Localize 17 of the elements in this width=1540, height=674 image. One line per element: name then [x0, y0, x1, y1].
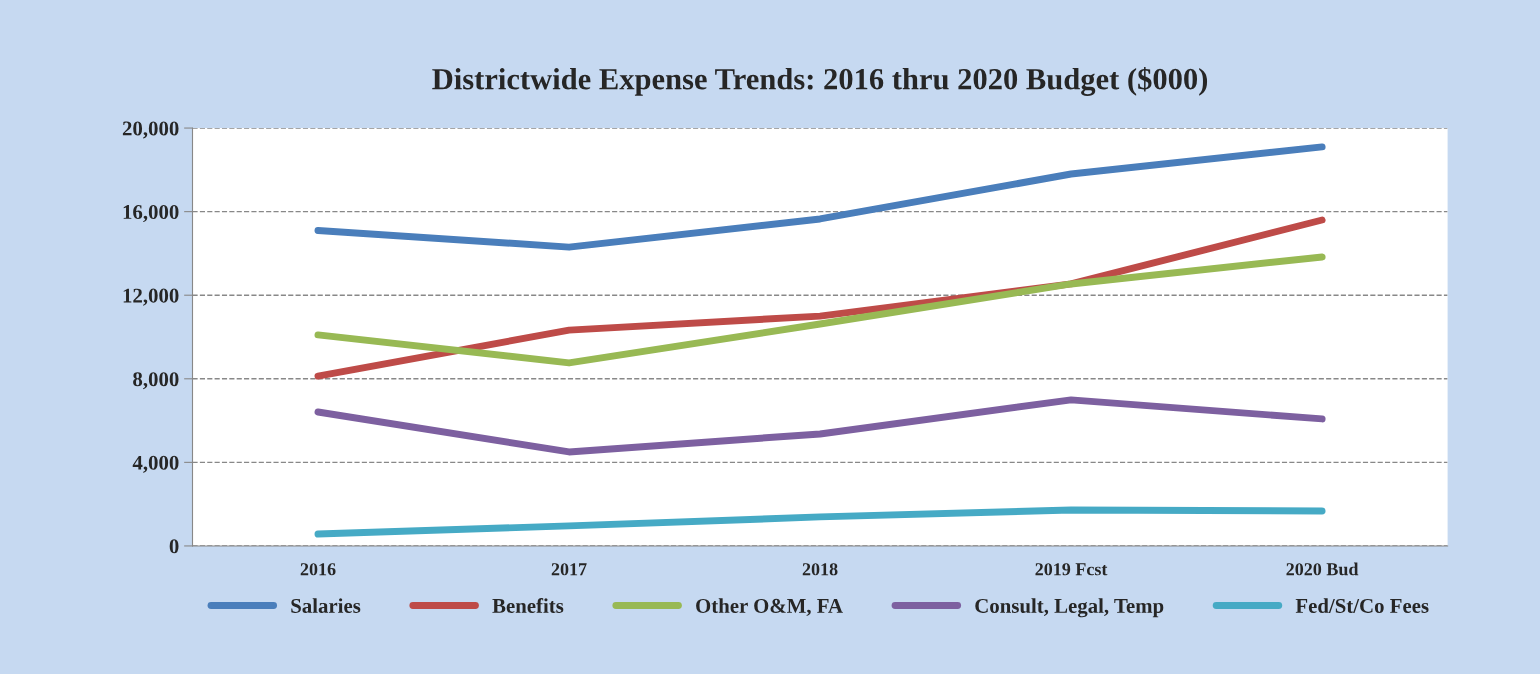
chart-title: Districtwide Expense Trends: 2016 thru 2020 Budget ($000)	[432, 67, 1208, 96]
y-tick-label: 12,000	[123, 288, 179, 306]
legend-label: Other O&M, FA	[696, 598, 843, 616]
x-tick-label: 2016	[300, 563, 336, 576]
x-tick-label: 2019 Fcst	[1035, 563, 1108, 576]
legend-label: Benefits	[492, 598, 564, 613]
y-tick-label: 4,000	[132, 455, 179, 473]
x-tick-label: 2020 Bud	[1286, 562, 1359, 576]
y-tick-label: 0	[169, 539, 179, 554]
y-tick-label: 8,000	[133, 372, 179, 390]
y-tick-label: 20,000	[122, 121, 179, 139]
x-tick-label: 2017	[551, 563, 587, 576]
legend-label: Fed/St/Co Fees	[1295, 598, 1429, 613]
legend-label: Salaries	[291, 598, 361, 613]
x-tick-label: 2018	[802, 563, 838, 576]
y-tick-label: 16,000	[123, 205, 179, 223]
legend-label: Consult, Legal, Temp	[975, 598, 1164, 618]
